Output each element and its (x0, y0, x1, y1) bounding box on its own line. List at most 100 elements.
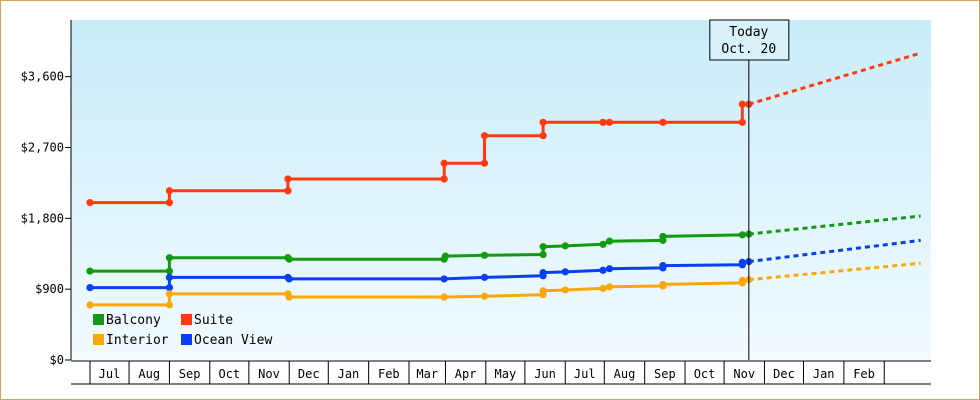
legend-label: Ocean View (194, 333, 272, 348)
series-forecast-line (748, 51, 922, 106)
y-tick-label: $1,800 (21, 211, 64, 225)
data-point (561, 286, 569, 294)
data-point (738, 118, 746, 126)
data-point (539, 243, 547, 251)
data-point (539, 287, 547, 295)
data-point (86, 267, 94, 275)
x-tick-label: Oct (694, 367, 716, 381)
legend-label: Interior (106, 333, 169, 348)
x-tick-label: Jun (534, 367, 556, 381)
data-point (738, 276, 746, 285)
x-tick-label: Nov (733, 367, 755, 381)
legend-item: Ocean View (181, 333, 272, 348)
data-point (284, 187, 292, 195)
x-tick-label: Dec (773, 367, 795, 381)
data-point (165, 198, 174, 207)
legend-label: Suite (194, 313, 233, 328)
legend: Balcony Suite Interior Ocean View (93, 313, 272, 348)
x-tick-label: Sep (654, 367, 676, 381)
data-point (165, 267, 174, 275)
data-point (440, 175, 448, 183)
data-point (165, 283, 174, 292)
x-tick-label: Oct (218, 367, 240, 381)
data-point (539, 118, 547, 126)
data-point (599, 240, 607, 248)
data-point (480, 132, 489, 140)
legend-label: Balcony (106, 313, 161, 328)
legend-item: Balcony (93, 313, 161, 328)
x-tick-label: Feb (853, 367, 875, 381)
today-date: Oct. 20 (721, 42, 776, 57)
data-point (440, 293, 448, 301)
x-tick-label: Dec (298, 367, 320, 381)
y-tick-label: $900 (35, 282, 64, 296)
legend-swatch (181, 314, 192, 325)
data-point (605, 118, 614, 126)
series-balcony (86, 214, 921, 275)
data-point (659, 261, 667, 270)
data-point (86, 301, 94, 309)
data-point (480, 159, 489, 167)
data-point (165, 187, 174, 195)
legend-swatch (181, 334, 192, 345)
x-tick-label: Jan (813, 367, 835, 381)
x-tick-label: Aug (614, 367, 636, 381)
legend-item: Interior (93, 333, 169, 348)
data-point (539, 250, 547, 259)
x-tick-label: Jan (338, 367, 360, 381)
data-point (561, 242, 569, 250)
data-point (441, 252, 450, 260)
data-point (285, 293, 293, 301)
data-point (605, 283, 614, 291)
series-forecast-line (748, 238, 921, 264)
x-tick-label: Mar (416, 367, 438, 381)
x-tick-label: Aug (138, 367, 160, 381)
data-point (480, 292, 489, 300)
data-point (738, 258, 746, 267)
data-point (539, 269, 547, 277)
data-point (605, 265, 614, 273)
legend-swatch (93, 334, 104, 345)
x-tick-label: Feb (378, 367, 400, 381)
data-point (86, 198, 94, 207)
data-point (440, 275, 448, 283)
series-suite (86, 51, 922, 207)
data-point (165, 254, 174, 262)
y-tick-label: $0 (50, 353, 64, 367)
legend-item: Suite (181, 313, 233, 328)
x-tick-label: Sep (179, 367, 201, 381)
data-point (738, 100, 746, 108)
series-interior (86, 261, 921, 309)
data-point (480, 251, 489, 259)
data-point (659, 232, 667, 241)
x-tick-label: Apr (455, 367, 477, 381)
data-point (165, 273, 174, 281)
x-tick-label: May (495, 367, 517, 381)
x-tick-label: Jul (99, 367, 121, 381)
today-label: Today (729, 25, 768, 40)
data-point (605, 237, 614, 245)
y-tick-label: $2,700 (21, 141, 64, 155)
data-point (659, 118, 667, 126)
data-point (561, 268, 569, 276)
x-axis: Jul Aug Sep Oct Nov Dec Jan Feb Mar Apr May Jun Jul A… (71, 360, 931, 385)
data-point (284, 175, 292, 183)
y-axis: $0 $900 $1,800 $2,700 $3,600 (21, 20, 72, 367)
series-forecast-line (748, 214, 921, 236)
data-point (599, 266, 607, 274)
today-box (709, 19, 790, 61)
x-tick-label: Jul (574, 367, 596, 381)
data-point (599, 118, 607, 126)
data-point (440, 159, 448, 167)
series-ocean-view (86, 238, 921, 292)
x-tick-label: Nov (258, 367, 280, 381)
data-point (539, 132, 547, 140)
data-point (165, 301, 174, 309)
data-point (285, 255, 293, 263)
series-layer (86, 51, 922, 309)
data-point (659, 280, 667, 289)
series-forecast-line (748, 261, 921, 282)
data-point (599, 284, 607, 292)
legend-swatch (93, 314, 104, 325)
